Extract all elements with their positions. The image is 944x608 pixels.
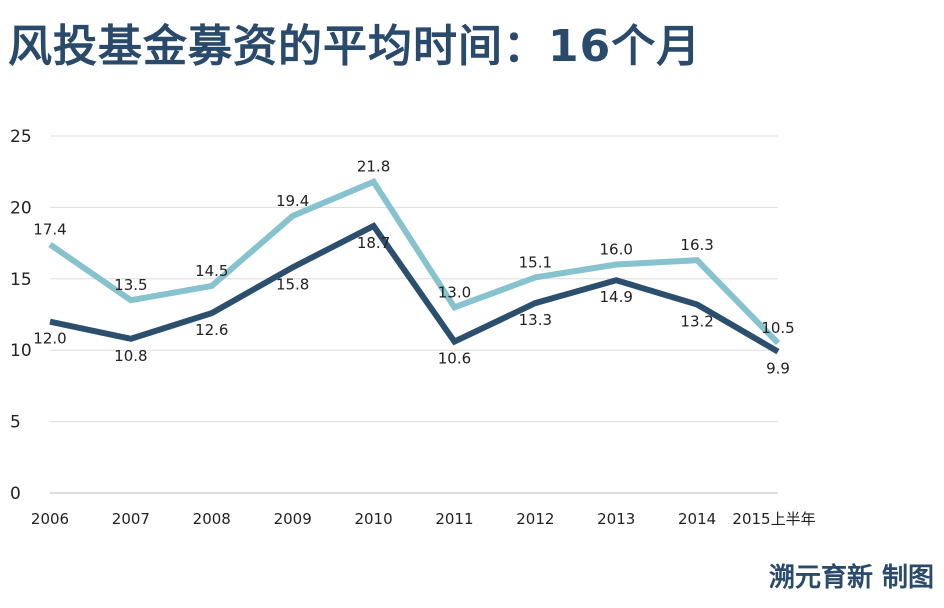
data-label: 18.7 [357,234,390,252]
data-label: 21.8 [357,158,390,176]
x-tick-label: 2006 [31,510,69,528]
data-label: 14.9 [600,288,633,306]
data-label: 15.1 [519,253,552,271]
data-label: 12.0 [33,330,66,348]
y-tick-label: 5 [10,413,21,433]
x-tick-label: 2007 [112,510,150,528]
data-label: 13.3 [519,311,552,329]
data-label: 16.0 [600,241,633,259]
data-label: 16.3 [680,236,713,254]
series-line-1 [48,177,781,346]
data-label: 17.4 [33,221,66,239]
data-label: 19.4 [276,192,309,210]
data-label: 9.9 [766,360,790,378]
data-label: 10.8 [114,347,147,365]
data-label: 15.8 [276,275,309,293]
data-label: 10.5 [761,319,794,337]
data-label: 10.6 [438,350,471,368]
x-tick-label: 2013 [597,510,635,528]
x-tick-label: 2015上半年 [732,510,815,528]
credit-label: 溯元育新 制图 [768,563,934,593]
series-line-2 [49,222,780,355]
page-title: 风投基金募资的平均时间：16个月 [8,21,702,72]
x-tick-label: 2008 [193,510,231,528]
y-tick-label: 0 [10,484,21,504]
data-label: 13.2 [680,313,713,331]
y-tick-label: 15 [10,270,32,290]
x-tick-label: 2012 [516,510,554,528]
x-tick-label: 2014 [678,510,716,528]
y-tick-label: 10 [10,341,32,361]
data-label: 12.6 [195,321,228,339]
data-label: 13.0 [438,283,471,301]
x-tick-label: 2009 [274,510,312,528]
data-label: 13.5 [114,276,147,294]
y-tick-label: 20 [10,198,32,218]
x-tick-label: 2011 [435,510,473,528]
x-tick-label: 2010 [354,510,392,528]
data-label: 14.5 [195,262,228,280]
y-tick-label: 25 [10,127,32,147]
